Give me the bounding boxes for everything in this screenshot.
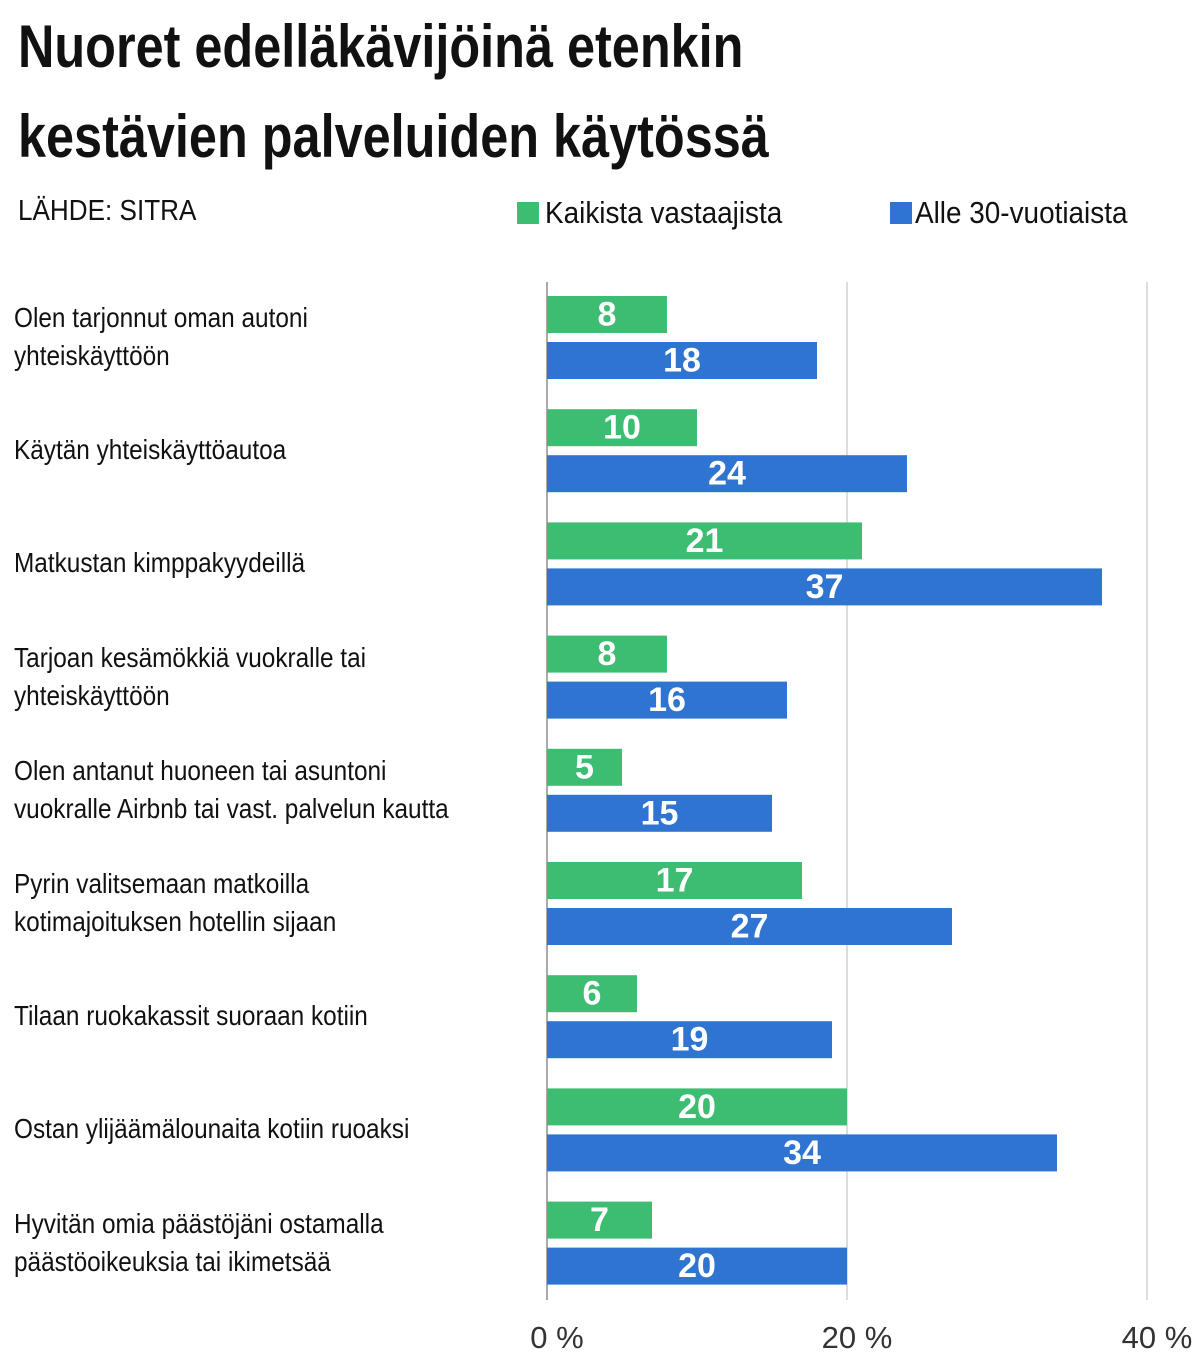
bar-value-label: 19 — [671, 1021, 709, 1059]
source: LÄHDE: SITRA — [18, 195, 197, 227]
bar-value-label: 6 — [583, 975, 602, 1013]
bar — [547, 296, 667, 333]
bar — [547, 635, 667, 673]
bar-value-label: 18 — [663, 341, 701, 379]
bar-value-label: 27 — [731, 907, 769, 945]
category-label: Tarjoan kesämökkiä vuokralle tai yhteisk… — [14, 641, 367, 711]
category-label: Hyvitän omia päästöjäni ostamalla päästö… — [14, 1207, 384, 1277]
bar — [547, 342, 817, 379]
chart-title: Nuoret edelläkävijöinä etenkin kestävien… — [18, 13, 769, 170]
bar — [547, 908, 952, 945]
bar — [547, 1201, 652, 1239]
category-label: Pyrin valitsemaan matkoilla kotimajoituk… — [14, 868, 337, 937]
bar-value-label: 8 — [598, 635, 617, 673]
bar-value-label: 8 — [598, 295, 617, 333]
bar-value-label: 16 — [648, 681, 686, 719]
bar-value-label: 37 — [806, 568, 844, 606]
bar-value-label: 7 — [590, 1201, 609, 1239]
bar — [547, 794, 772, 832]
category-label: Olen antanut huoneen tai asuntoni vuokra… — [14, 754, 449, 824]
x-tick-label: 0 % — [530, 1320, 583, 1355]
legend-swatch — [890, 202, 912, 224]
x-tick-label: 40 % — [1122, 1320, 1193, 1355]
bar-value-label: 20 — [678, 1247, 716, 1285]
bar — [547, 1088, 847, 1126]
bar — [547, 1134, 1057, 1172]
x-tick-label: 20 % — [822, 1320, 893, 1355]
legend-label: Alle 30-vuotiaista — [915, 195, 1128, 230]
legend-label: Kaikista vastaajista — [545, 195, 783, 230]
bar-value-label: 24 — [708, 455, 746, 493]
bar-value-label: 5 — [575, 748, 594, 786]
bar-value-label: 10 — [603, 409, 641, 447]
bar — [547, 522, 862, 560]
bar — [547, 568, 1102, 606]
bar — [547, 975, 637, 1013]
category-label: Tilaan ruokakassit suoraan kotiin — [14, 1000, 368, 1032]
bar — [547, 1021, 832, 1059]
bar — [547, 862, 802, 899]
bar — [547, 748, 622, 786]
bar-value-label: 20 — [678, 1088, 716, 1126]
category-label: Käytän yhteiskäyttöautoa — [14, 434, 287, 466]
bar-value-label: 21 — [686, 522, 724, 560]
category-label: Ostan ylijäämälounaita kotiin ruoaksi — [14, 1113, 410, 1145]
bar — [547, 455, 907, 493]
bar — [547, 1247, 847, 1285]
bar — [547, 681, 787, 719]
category-label: Olen tarjonnut oman autoni yhteiskäyttöö… — [14, 302, 308, 371]
legend-swatch — [517, 202, 539, 224]
category-label: Matkustan kimppakyydeillä — [14, 547, 306, 579]
bar — [547, 409, 697, 447]
bar-value-label: 17 — [656, 861, 694, 899]
bar-value-label: 34 — [783, 1134, 821, 1172]
bar-value-label: 15 — [641, 794, 679, 832]
